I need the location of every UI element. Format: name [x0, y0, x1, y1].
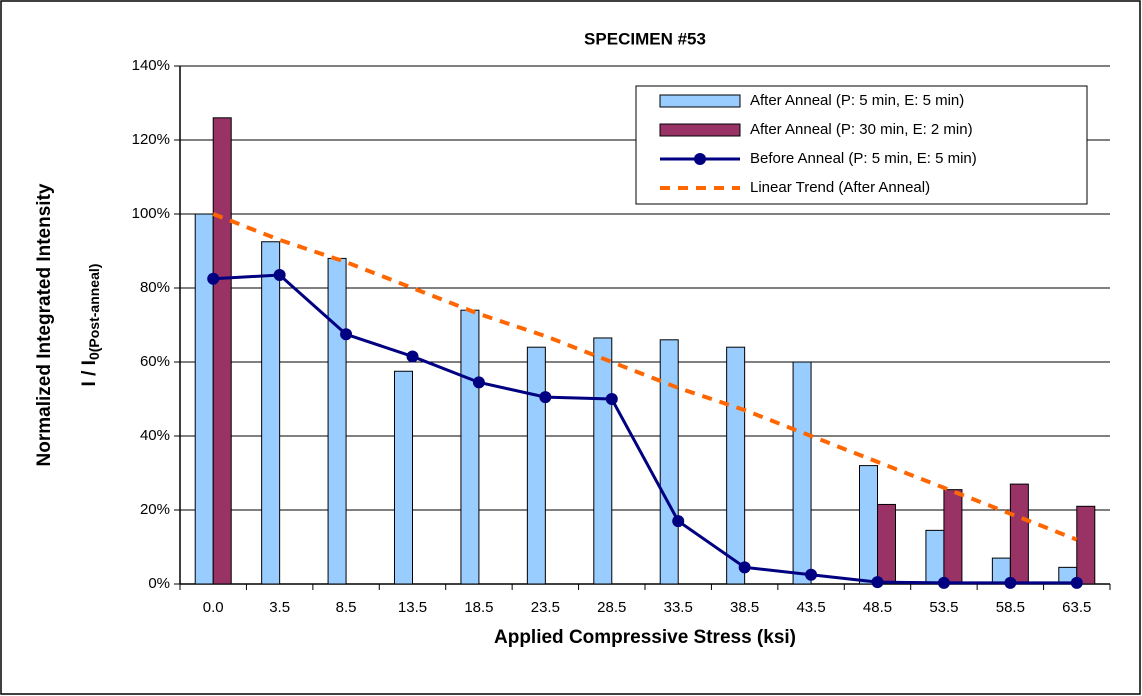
bar [726, 346, 746, 585]
line-marker [937, 576, 950, 589]
line-marker [1004, 576, 1017, 589]
line-marker [672, 515, 685, 528]
legend-label: After Anneal (P: 5 min, E: 5 min) [750, 92, 964, 109]
line-marker [605, 393, 618, 405]
y-tick-label: 80% [140, 279, 170, 296]
x-tick-label: 43.5 [796, 599, 825, 616]
y-axis-title: Normalized Integrated Intensity [34, 183, 55, 466]
line-marker [406, 350, 419, 363]
x-tick-label: 53.5 [929, 599, 958, 616]
line-marker [340, 328, 353, 341]
bar [212, 117, 232, 585]
bar [460, 309, 480, 585]
bar [1009, 483, 1029, 585]
x-tick-label: 8.5 [336, 599, 357, 616]
y-axis-subtitle-main: I / I [79, 360, 100, 386]
y-tick-label: 0% [148, 575, 170, 592]
y-tick-label: 120% [132, 131, 170, 148]
legend-label: Before Anneal (P: 5 min, E: 5 min) [750, 150, 977, 167]
x-tick-label: 23.5 [531, 599, 560, 616]
legend-label: After Anneal (P: 30 min, E: 2 min) [750, 121, 973, 138]
bar [327, 257, 347, 585]
line-marker [273, 269, 286, 282]
bar [1076, 505, 1096, 585]
line-marker [871, 576, 884, 589]
x-tick-label: 58.5 [996, 599, 1025, 616]
x-axis-title: Applied Compressive Stress (ksi) [494, 627, 796, 648]
y-axis-subtitle-sub: 0(Post-anneal) [86, 264, 102, 360]
bar [593, 337, 613, 585]
legend-swatch [659, 94, 741, 108]
chart-title: SPECIMEN #53 [584, 29, 706, 48]
x-tick-label: 13.5 [398, 599, 427, 616]
bar [859, 465, 878, 585]
x-tick-label: 28.5 [597, 599, 626, 616]
line-marker [805, 568, 818, 581]
y-axis-subtitle: I / I0(Post-anneal) [79, 264, 102, 387]
bar [943, 489, 963, 585]
y-tick-label: 100% [132, 205, 170, 222]
y-tick-label: 40% [140, 427, 170, 444]
line-marker [207, 272, 220, 285]
y-tick-label: 60% [140, 353, 170, 370]
line-marker [539, 391, 552, 404]
trend-line [212, 212, 1078, 542]
x-tick-label: 0.0 [203, 599, 224, 616]
x-tick-label: 3.5 [269, 599, 290, 616]
x-tick-label: 38.5 [730, 599, 759, 616]
x-tick-label: 48.5 [863, 599, 892, 616]
x-tick-label: 18.5 [464, 599, 493, 616]
bar [925, 529, 945, 585]
legend-swatch [659, 123, 741, 137]
line-marker [738, 561, 751, 574]
x-tick-label: 33.5 [664, 599, 693, 616]
bar [394, 370, 413, 585]
bar [194, 213, 214, 585]
y-tick-label: 20% [140, 501, 170, 518]
legend-label: Linear Trend (After Anneal) [750, 179, 930, 196]
bar [877, 503, 896, 585]
bar [659, 339, 679, 585]
legend-marker [694, 153, 706, 165]
bar [261, 241, 281, 585]
line [213, 273, 1077, 585]
x-tick-label: 63.5 [1062, 599, 1091, 616]
y-tick-label: 140% [132, 57, 170, 74]
line-marker [1070, 576, 1083, 589]
bar [526, 346, 546, 585]
line-marker [472, 376, 485, 389]
bar [792, 361, 812, 585]
